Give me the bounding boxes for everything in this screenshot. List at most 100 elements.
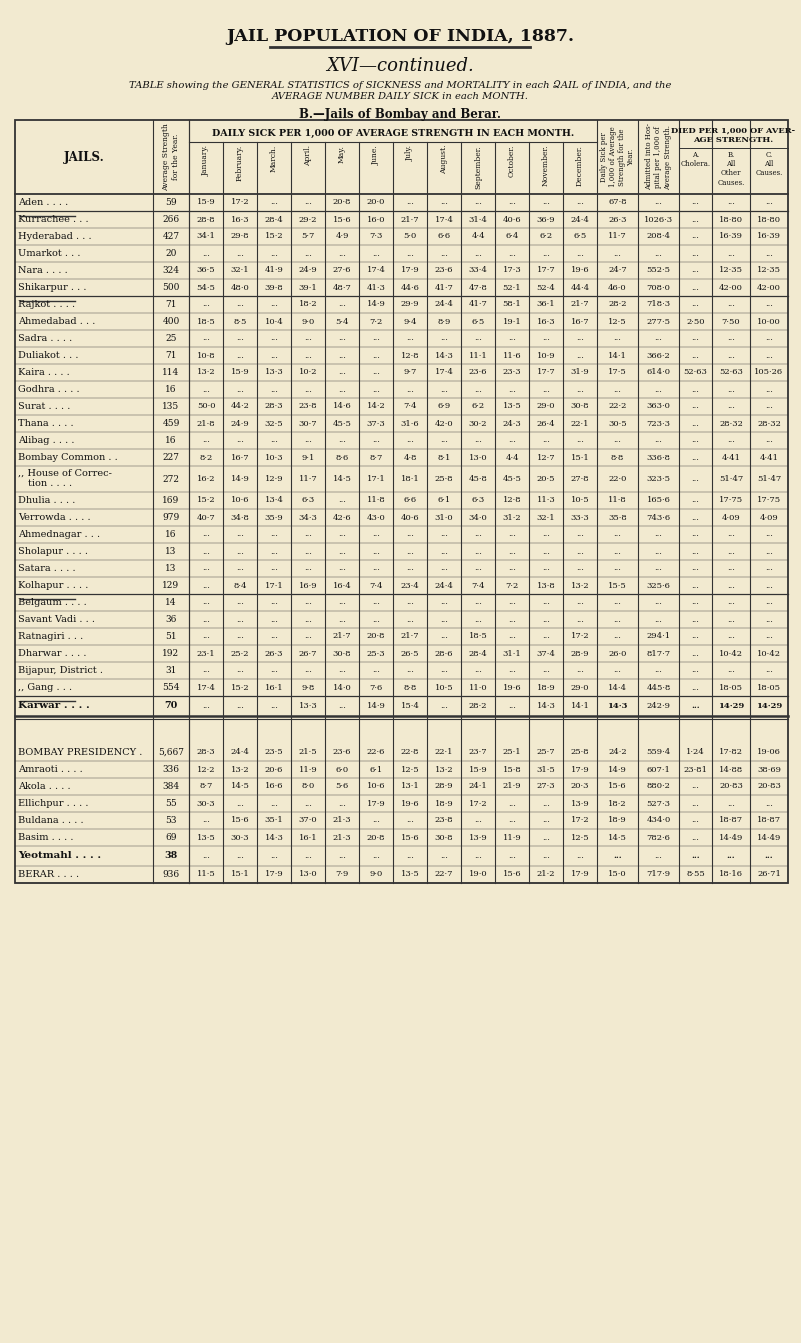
Text: ...: ... [542, 436, 550, 445]
Text: A.
Cholera.: A. Cholera. [680, 150, 710, 168]
Text: ...: ... [236, 250, 244, 258]
Text: ...: ... [440, 334, 448, 342]
Text: ...: ... [691, 633, 699, 641]
Text: 48·7: 48·7 [332, 283, 352, 291]
Text: ...: ... [691, 475, 699, 483]
Text: 41·7: 41·7 [469, 301, 488, 309]
Text: ...: ... [765, 564, 773, 572]
Text: 33·4: 33·4 [469, 266, 488, 274]
Text: 192: 192 [163, 649, 179, 658]
Text: ...: ... [727, 403, 735, 411]
Text: 27·6: 27·6 [332, 266, 352, 274]
Text: ...: ... [691, 232, 699, 240]
Text: ...: ... [440, 851, 448, 860]
Text: 8·7: 8·7 [199, 783, 213, 791]
Text: Duliakot . . .: Duliakot . . . [18, 351, 78, 360]
Text: 325·6: 325·6 [646, 582, 670, 590]
Text: 6·5: 6·5 [574, 232, 586, 240]
Text: ...: ... [236, 799, 244, 807]
Text: 38·69: 38·69 [757, 766, 781, 774]
Text: ...: ... [765, 250, 773, 258]
Text: ...: ... [270, 615, 278, 623]
Text: Hyderabad . . .: Hyderabad . . . [18, 232, 91, 240]
Text: 52·1: 52·1 [503, 283, 521, 291]
Text: 12·35: 12·35 [757, 266, 781, 274]
Text: 28·32: 28·32 [719, 419, 743, 427]
Text: 14·5: 14·5 [231, 783, 249, 791]
Text: ...: ... [765, 530, 773, 539]
Text: ...: ... [372, 368, 380, 376]
Text: ...: ... [406, 564, 414, 572]
Text: 10·00: 10·00 [757, 317, 781, 325]
Text: ...: ... [727, 250, 735, 258]
Text: 708·0: 708·0 [646, 283, 670, 291]
Text: ...: ... [270, 301, 278, 309]
Text: ...: ... [236, 436, 244, 445]
Text: Karwar . . . .: Karwar . . . . [18, 701, 90, 710]
Text: ...: ... [406, 817, 414, 825]
Text: April.: April. [304, 145, 312, 167]
Text: ...: ... [691, 385, 699, 393]
Text: 35·1: 35·1 [264, 817, 284, 825]
Text: 44·2: 44·2 [231, 403, 249, 411]
Text: 6·1: 6·1 [437, 497, 451, 505]
Text: ...: ... [576, 250, 584, 258]
Text: 27·8: 27·8 [570, 475, 590, 483]
Text: 17·2: 17·2 [570, 817, 590, 825]
Text: 26·3: 26·3 [265, 650, 284, 658]
Text: 16·39: 16·39 [757, 232, 781, 240]
Text: February.: February. [236, 145, 244, 181]
Text: 35·8: 35·8 [608, 513, 627, 521]
Text: 11·6: 11·6 [503, 352, 521, 360]
Text: 936: 936 [163, 870, 179, 880]
Text: 11·8: 11·8 [367, 497, 385, 505]
Text: Daily Sick per
1,000 of Average
Strength for the
Year.: Daily Sick per 1,000 of Average Strength… [600, 126, 635, 188]
Text: 18·5: 18·5 [196, 317, 215, 325]
Text: ...: ... [727, 548, 735, 556]
Text: 12·9: 12·9 [264, 475, 284, 483]
Text: ...: ... [691, 817, 699, 825]
Text: ...: ... [474, 548, 482, 556]
Text: ...: ... [508, 199, 516, 207]
Text: ...: ... [765, 403, 773, 411]
Text: 36·1: 36·1 [537, 301, 555, 309]
Text: 8·1: 8·1 [437, 454, 451, 462]
Text: ...: ... [474, 817, 482, 825]
Text: ...: ... [236, 530, 244, 539]
Text: 20·83: 20·83 [719, 783, 743, 791]
Text: 6·3: 6·3 [301, 497, 315, 505]
Text: 11·7: 11·7 [299, 475, 317, 483]
Text: ...: ... [542, 851, 550, 860]
Text: 71: 71 [165, 299, 177, 309]
Text: Ellichpur . . . .: Ellichpur . . . . [18, 799, 88, 808]
Text: 8·5: 8·5 [233, 317, 247, 325]
Text: 25·7: 25·7 [537, 748, 555, 756]
Text: ...: ... [654, 666, 662, 674]
Text: 34·0: 34·0 [469, 513, 487, 521]
Text: 14·1: 14·1 [608, 352, 627, 360]
Text: Sholapur . . . .: Sholapur . . . . [18, 547, 88, 556]
Text: ...: ... [236, 666, 244, 674]
Text: ...: ... [474, 666, 482, 674]
Text: 17·2: 17·2 [469, 799, 487, 807]
Text: ...: ... [542, 385, 550, 393]
Text: 12·5: 12·5 [608, 317, 627, 325]
Text: 20: 20 [165, 248, 177, 258]
Text: ...: ... [474, 599, 482, 607]
Text: 13·8: 13·8 [537, 582, 555, 590]
Text: ...: ... [474, 530, 482, 539]
Text: ...: ... [727, 633, 735, 641]
Text: 15·5: 15·5 [608, 582, 627, 590]
Text: ...: ... [614, 564, 622, 572]
Text: 44·4: 44·4 [570, 283, 590, 291]
Text: 614·0: 614·0 [646, 368, 670, 376]
Text: 11·9: 11·9 [502, 834, 521, 842]
Text: ...: ... [614, 436, 622, 445]
Text: 51: 51 [165, 633, 177, 641]
Text: Nara . . . .: Nara . . . . [18, 266, 68, 275]
Text: 7·4: 7·4 [403, 403, 417, 411]
Text: 26·4: 26·4 [537, 419, 555, 427]
Text: ...: ... [202, 633, 210, 641]
Text: ...: ... [765, 301, 773, 309]
Text: Amraoti . . . .: Amraoti . . . . [18, 766, 83, 774]
